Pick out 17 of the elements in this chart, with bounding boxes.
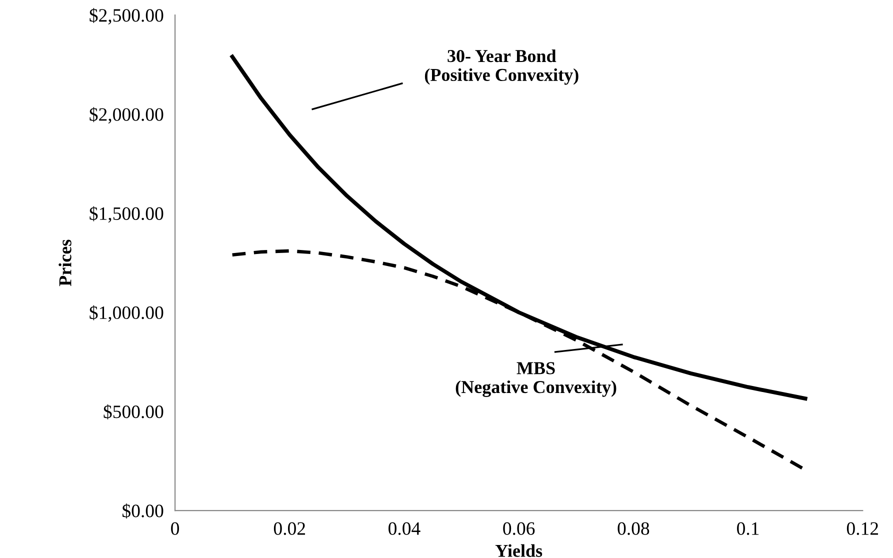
x-tick-label: 0.1 <box>737 522 759 535</box>
y-tick-label: $500.00 <box>104 404 164 420</box>
x-tick-label: 0.08 <box>618 522 650 535</box>
x-axis-title: Yields <box>495 544 542 557</box>
y-axis-title: Prices <box>58 240 72 286</box>
y-tick-label: $2,500.00 <box>90 8 164 24</box>
x-tick-label: 0.06 <box>503 522 535 535</box>
y-tick-label: $2,000.00 <box>90 107 164 124</box>
x-tick-label: 0.12 <box>846 522 878 535</box>
x-tick-label: 0 <box>171 522 179 535</box>
annotation: MBS (Negative Convexity) <box>456 362 616 397</box>
x-tick-label: 0.04 <box>388 522 420 535</box>
x-tick-label: 0.02 <box>274 522 305 535</box>
y-tick-label: $1,500.00 <box>90 206 164 223</box>
y-tick-label: $0.00 <box>122 504 164 519</box>
y-tick-label: $1,000.00 <box>90 305 164 322</box>
annotation: 30- Year Bond (Positive Convexity) <box>424 49 578 85</box>
